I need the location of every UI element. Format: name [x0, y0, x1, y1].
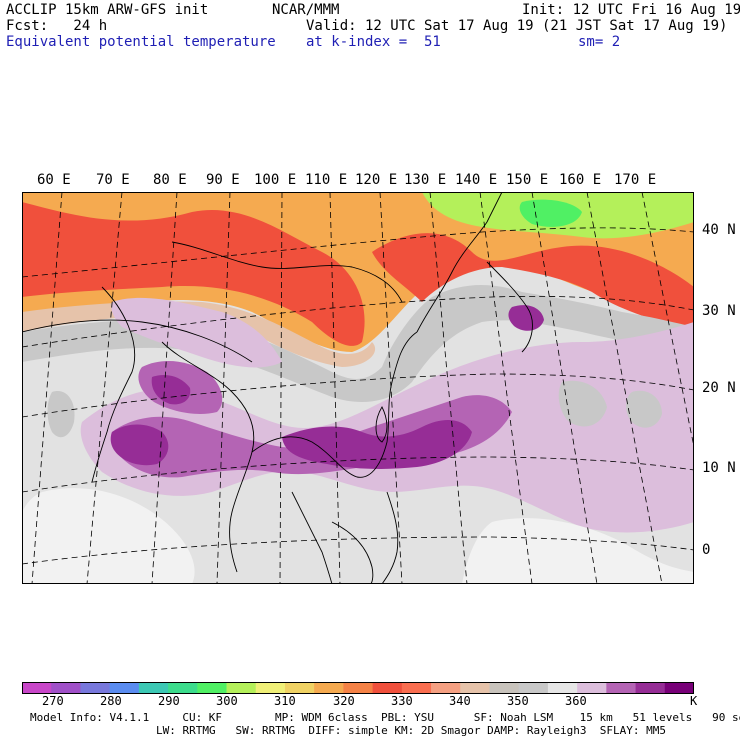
colorbar-swatch [401, 682, 432, 694]
colorbar-swatch [80, 682, 111, 694]
colorbar-tick-label: 280 [100, 694, 122, 708]
dark-purple-core [282, 420, 472, 469]
colorbar-swatch [51, 682, 81, 694]
colorbar-tick-label: 360 [565, 694, 587, 708]
lat-label: 0 [702, 542, 711, 558]
colorbar-frame [22, 682, 694, 694]
colorbar-swatch [664, 682, 694, 694]
lon-label: 140 E [455, 172, 498, 188]
init-time: Init: 12 UTC Fri 16 Aug 19 [522, 2, 740, 18]
organization-label: NCAR/MMM [272, 2, 340, 18]
field-name: Equivalent potential temperature [6, 34, 276, 50]
lon-label: 80 E [153, 172, 187, 188]
model-title: ACCLIP 15km ARW-GFS init [6, 2, 209, 18]
hot-band-east [372, 233, 694, 332]
colorbar-swatch [518, 682, 549, 694]
colorbar-tick-label: 330 [391, 694, 413, 708]
colorbar-unit: K [690, 694, 698, 708]
lat-label: 10 N [702, 460, 736, 476]
lon-label: 90 E [206, 172, 240, 188]
green-core [519, 199, 582, 227]
colorbar-swatch [314, 682, 344, 694]
white-patch [462, 518, 694, 584]
model-info-line1: Model Info: V4.1.1 CU: KF MP: WDM 6class… [30, 711, 740, 724]
dark-purple-bay [110, 424, 169, 466]
map-frame [22, 192, 694, 584]
level-index: at k-index = 51 [306, 34, 441, 50]
colorbar-swatch [431, 682, 461, 694]
colorbar-swatch [22, 682, 52, 694]
colorbar-tick-label: 350 [507, 694, 529, 708]
colorbar-swatch [489, 682, 520, 694]
lon-label: 150 E [506, 172, 549, 188]
equivalent-potential-temperature-map [22, 192, 694, 584]
colorbar-swatch [577, 682, 607, 694]
colorbar [22, 682, 694, 694]
colorbar-swatch [138, 682, 169, 694]
colorbar-swatch [109, 682, 140, 694]
lon-label: 120 E [355, 172, 398, 188]
colorbar-tick-label: 310 [274, 694, 296, 708]
colorbar-swatch [255, 682, 286, 694]
lon-label: 100 E [254, 172, 297, 188]
colorbar-tick-label: 320 [333, 694, 355, 708]
lon-label: 70 E [96, 172, 130, 188]
colorbar-tick-label: 340 [449, 694, 471, 708]
hot-band [22, 202, 365, 346]
colorbar-swatch [284, 682, 315, 694]
lon-label: 130 E [404, 172, 447, 188]
dark-purple-east [508, 305, 544, 331]
dark-purple-north [151, 375, 191, 405]
colorbar-tick-label: 270 [42, 694, 64, 708]
grey-patch [626, 390, 662, 428]
lat-label: 40 N [702, 222, 736, 238]
colorbar-swatch [606, 682, 637, 694]
lon-label: 160 E [559, 172, 602, 188]
colorbar-swatch [547, 682, 578, 694]
model-info-line2: LW: RRTMG SW: RRTMG DIFF: simple KM: 2D … [156, 724, 666, 737]
grey-patch [558, 380, 607, 427]
lon-label: 60 E [37, 172, 71, 188]
colorbar-swatch [226, 682, 257, 694]
grey-patch [47, 391, 75, 438]
smoothing-value: sm= 2 [578, 34, 621, 50]
forecast-hour: Fcst: 24 h [6, 18, 108, 34]
colorbar-tick-label: 290 [158, 694, 180, 708]
colorbar-swatch [635, 682, 666, 694]
lon-label: 110 E [305, 172, 348, 188]
colorbar-swatch [343, 682, 374, 694]
lat-label: 20 N [702, 380, 736, 396]
valid-time: Valid: 12 UTC Sat 17 Aug 19 (21 JST Sat … [306, 18, 728, 34]
lon-label: 170 E [614, 172, 657, 188]
white-patch [22, 488, 195, 584]
lat-label: 30 N [702, 303, 736, 319]
colorbar-swatch [372, 682, 403, 694]
light-purple-west [111, 297, 282, 368]
colorbar-tick-label: 300 [216, 694, 238, 708]
colorbar-swatch [460, 682, 490, 694]
graticule [22, 192, 694, 584]
colorbar-swatch [197, 682, 228, 694]
pale-band [22, 301, 376, 367]
colorbar-swatch [168, 682, 198, 694]
